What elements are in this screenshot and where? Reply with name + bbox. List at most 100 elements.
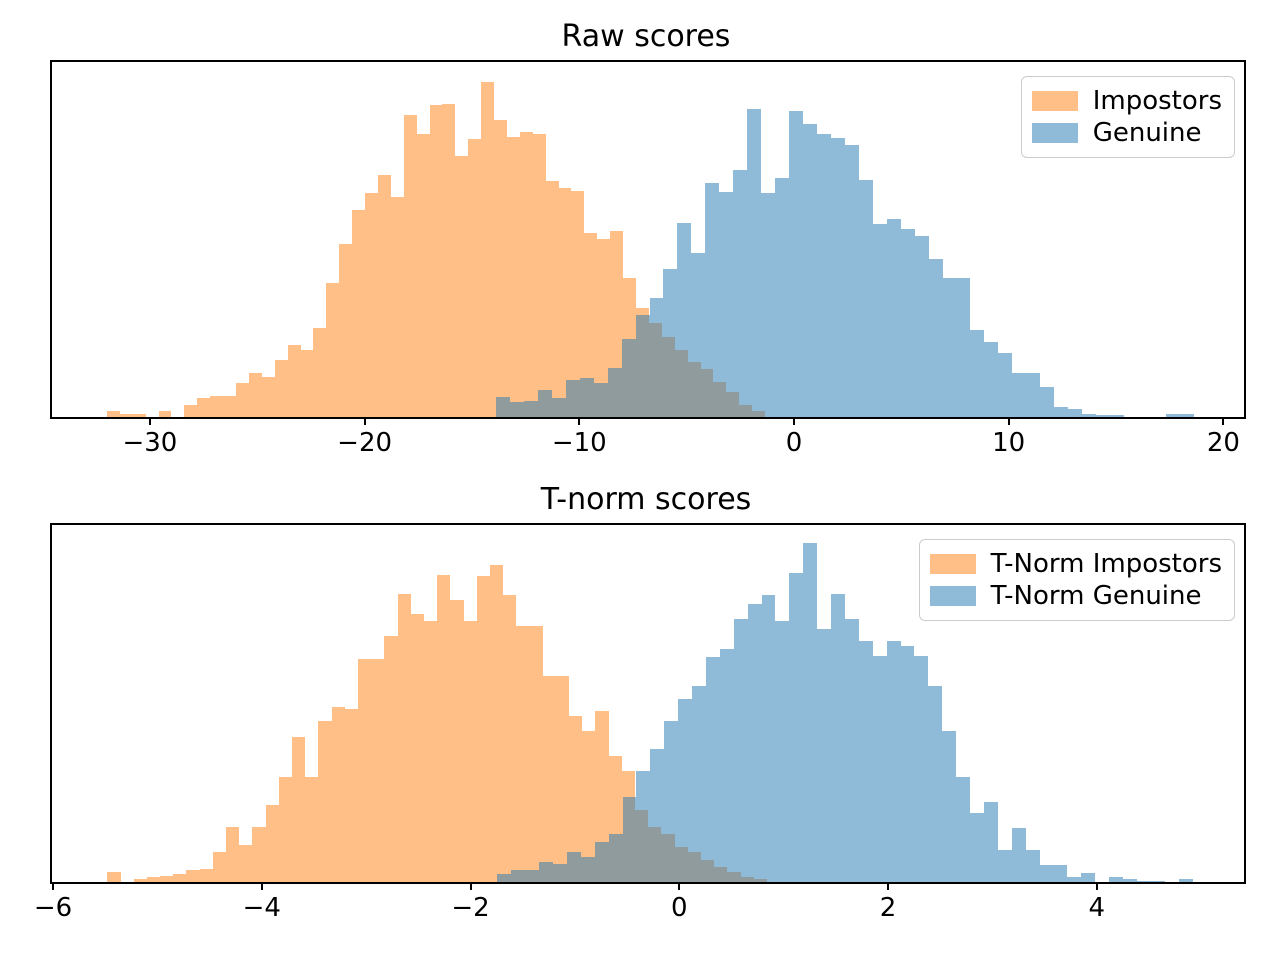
histogram-bar — [692, 686, 706, 882]
histogram-bar — [817, 629, 831, 882]
histogram-bar — [552, 398, 566, 417]
x-tick-mark — [678, 882, 681, 890]
histogram-bar — [332, 707, 345, 882]
histogram-bar — [262, 377, 275, 417]
x-tick-label: −6 — [33, 893, 73, 923]
histogram-bar — [213, 852, 226, 882]
x-tick-mark — [469, 882, 472, 890]
x-tick-mark — [792, 417, 795, 425]
histogram-bar — [424, 621, 437, 882]
histogram-bar — [584, 233, 597, 417]
histogram-bar — [597, 239, 610, 417]
histogram-bar — [595, 842, 609, 882]
histogram-bar — [455, 156, 468, 417]
histogram-bar — [1137, 881, 1151, 882]
histogram-bar — [706, 657, 720, 882]
histogram-bar — [450, 600, 464, 882]
histogram-bar — [733, 170, 747, 417]
histogram-bar — [1179, 879, 1193, 882]
histogram-bar — [339, 244, 352, 417]
histogram-bar — [943, 278, 957, 417]
histogram-bar — [305, 777, 318, 882]
histogram-bar — [1082, 414, 1096, 417]
histogram-bar — [510, 402, 524, 417]
histogram-bar — [358, 659, 371, 882]
histogram-bar — [566, 380, 580, 417]
histogram-bar — [1151, 881, 1165, 882]
legend-label-genuine: Genuine — [1092, 118, 1202, 148]
legend-row-tnorm-impostors: T-Norm Impostors — [929, 548, 1222, 580]
x-tick-mark — [1007, 417, 1010, 425]
histogram-bar — [595, 711, 609, 882]
histogram-bar — [266, 805, 279, 882]
histogram-bar — [705, 183, 719, 417]
tnorm-genuine-swatch-icon — [929, 586, 976, 606]
x-tick-label: 2 — [879, 893, 897, 923]
x-tick-mark — [578, 417, 581, 425]
histogram-bar — [538, 390, 552, 417]
histogram-bar — [107, 411, 120, 417]
x-tick-label: 0 — [785, 428, 803, 458]
histogram-bar — [525, 870, 539, 882]
histogram-bar — [998, 850, 1012, 882]
histogram-bar — [1012, 373, 1026, 417]
histogram-bar — [803, 124, 817, 417]
histogram-bar — [464, 621, 477, 882]
histogram-bar — [831, 594, 845, 882]
histogram-bar — [477, 576, 490, 882]
legend-row-genuine: Genuine — [1031, 117, 1222, 149]
histogram-area-raw-scores — [52, 62, 1244, 417]
legend-label-tnorm-impostors: T-Norm Impostors — [990, 549, 1222, 579]
histogram-bar — [553, 864, 567, 882]
histogram-bar — [789, 111, 803, 417]
histogram-bar — [762, 595, 775, 882]
histogram-bar — [184, 405, 197, 417]
x-tick-label: 0 — [671, 893, 688, 923]
histogram-bar — [352, 210, 365, 417]
histogram-bar — [160, 876, 173, 882]
histogram-bar — [533, 134, 546, 417]
x-tick-label: −10 — [551, 428, 607, 458]
histogram-bar — [1096, 415, 1110, 417]
histogram-bar — [226, 827, 239, 882]
histogram-bar — [186, 870, 200, 882]
histogram-bar — [650, 298, 663, 417]
histogram-bar — [569, 716, 582, 882]
x-tick-mark — [1095, 882, 1098, 890]
histogram-bar — [1068, 409, 1082, 417]
histogram-bar — [546, 181, 559, 417]
histogram-bar — [678, 699, 692, 882]
histogram-bar — [859, 180, 873, 417]
histogram-bar — [970, 813, 984, 882]
histogram-bar — [313, 328, 326, 417]
histogram-bar — [1110, 415, 1124, 417]
axes-tnorm-scores: −6 −4 −2 0 2 4 T-Norm Impostors T-Norm Genuin… — [34, 523, 1246, 923]
histogram-bar — [496, 397, 510, 417]
histogram-bar — [998, 353, 1012, 417]
histogram-bar — [719, 192, 733, 417]
histogram-bar — [437, 575, 450, 882]
histogram-bar — [677, 223, 691, 417]
histogram-bar — [511, 870, 525, 882]
histogram-bar — [223, 396, 236, 417]
histogram-bar — [984, 802, 998, 882]
histogram-bar — [1067, 877, 1081, 882]
legend-row-tnorm-genuine: T-Norm Genuine — [929, 580, 1222, 612]
x-tick-mark — [52, 882, 55, 890]
legend-label-impostors: Impostors — [1092, 86, 1222, 116]
histogram-bar — [567, 852, 581, 882]
histogram-bar — [1026, 373, 1040, 417]
histogram-area-tnorm-scores — [52, 525, 1244, 882]
histogram-bar — [845, 145, 859, 417]
x-tick-mark — [1222, 417, 1225, 425]
x-tick-label: 20 — [1206, 428, 1240, 458]
histogram-bar — [928, 686, 942, 882]
histogram-bar — [516, 626, 530, 882]
x-tick-label: −2 — [451, 893, 490, 923]
histogram-bar — [1166, 414, 1180, 417]
histogram-bar — [636, 315, 650, 417]
histogram-bar — [1040, 865, 1054, 882]
histogram-bar — [133, 414, 146, 417]
histogram-bar — [326, 283, 339, 417]
histogram-bar — [789, 573, 803, 882]
